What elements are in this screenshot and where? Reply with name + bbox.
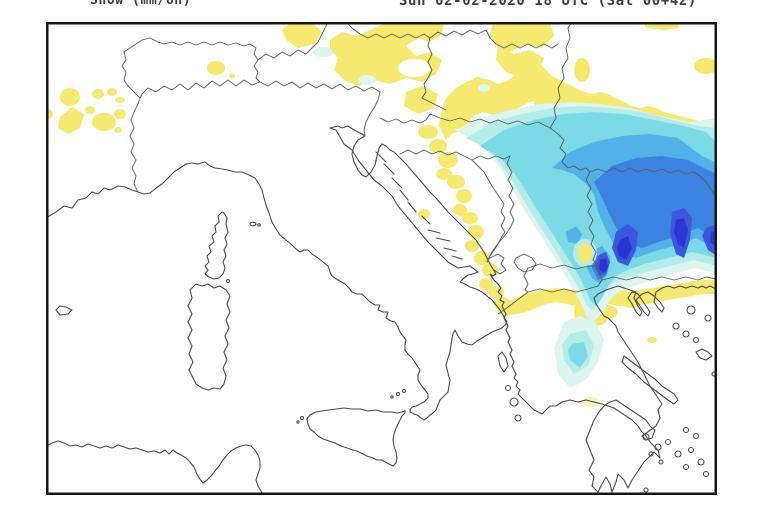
- snow-layer-pale-yellow: [582, 397, 600, 407]
- snow-layer-blue-4: [599, 218, 717, 273]
- country-borders: [121, 22, 717, 315]
- valid-time-title: Sun 02-02-2020 18 UTC (Sat 00+42): [399, 0, 697, 9]
- snow-layer-white-holes: [398, 32, 488, 77]
- variable-title: Snow (mm/6h): [90, 0, 192, 8]
- snow-hole-yellow: [578, 243, 592, 263]
- coastlines: [46, 125, 717, 495]
- map-frame-border: [46, 22, 717, 495]
- map-plot-area: [46, 22, 717, 495]
- snow-forecast-map: [46, 22, 717, 495]
